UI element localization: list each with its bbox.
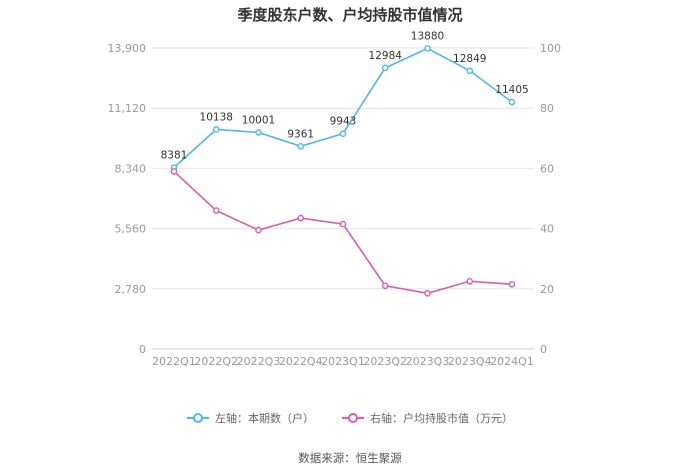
data-point-holders (212, 126, 220, 133)
data-label: 13880 (411, 30, 444, 42)
right-tick-label: 0 (540, 343, 547, 356)
legend-label-holders: 左轴：本期数（户） (215, 412, 314, 425)
data-point-value (297, 214, 305, 222)
data-label: 8381 (161, 150, 188, 162)
right-tick-label: 40 (540, 223, 554, 236)
right-tick-label: 20 (540, 283, 554, 296)
data-point-value (170, 168, 178, 175)
x-tick-label: 2022Q1 (152, 355, 196, 368)
x-tick-label: 2023Q2 (363, 355, 407, 368)
data-point-value (466, 277, 474, 285)
x-tick-label: 2022Q2 (194, 355, 238, 368)
data-point-value (212, 207, 220, 214)
x-tick-label: 2023Q3 (406, 355, 450, 368)
left-tick-label: 0 (139, 343, 146, 356)
data-point-holders (255, 129, 262, 136)
data-point-holders (508, 98, 516, 106)
right-tick-label: 100 (540, 42, 561, 55)
left-tick-label: 8,340 (115, 162, 147, 175)
left-tick-label: 2,780 (115, 283, 147, 296)
legend-line-circle-icon (342, 413, 364, 423)
legend-line-circle-icon (187, 413, 209, 423)
left-tick-label: 13,900 (108, 42, 147, 55)
data-label: 12849 (453, 53, 486, 65)
x-tick-label: 2024Q1 (490, 355, 534, 368)
data-point-value (381, 282, 389, 290)
legend-label-value: 右轴：户均持股市值（万元） (370, 412, 513, 425)
right-tick-label: 80 (540, 102, 554, 115)
data-label: 10138 (200, 111, 233, 123)
x-tick-label: 2022Q4 (279, 355, 323, 368)
data-point-holders (339, 130, 347, 137)
data-label: 11405 (495, 84, 528, 96)
data-label: 9361 (287, 128, 314, 140)
right-tick-label: 60 (540, 162, 554, 175)
left-tick-label: 11,120 (108, 102, 147, 115)
series-line-value (173, 170, 513, 295)
legend-item-value[interactable]: 右轴：户均持股市值（万元） (342, 410, 513, 426)
left-tick-label: 5,560 (115, 223, 147, 236)
chart-title: 季度股东户数、户均持股市值情况 (237, 6, 463, 24)
data-point-holders (424, 45, 431, 52)
x-tick-label: 2022Q3 (237, 355, 281, 368)
data-point-value (424, 290, 431, 297)
legend-item-holders[interactable]: 左轴：本期数（户） (187, 410, 314, 426)
data-label: 12984 (369, 50, 403, 62)
data-point-holders (381, 64, 389, 72)
x-tick-label: 2023Q1 (321, 355, 365, 368)
data-point-value (508, 280, 516, 288)
data-label: 9943 (330, 116, 357, 128)
data-point-holders (297, 142, 305, 150)
x-tick-label: 2023Q4 (448, 355, 492, 368)
data-source: 数据来源：恒生聚源 (298, 451, 402, 465)
data-point-value (339, 220, 347, 228)
data-point-value (255, 226, 262, 234)
data-point-holders (466, 67, 474, 75)
data-label: 10001 (242, 114, 275, 126)
chart-legend: 左轴：本期数（户） 右轴：户均持股市值（万元） (0, 410, 700, 426)
